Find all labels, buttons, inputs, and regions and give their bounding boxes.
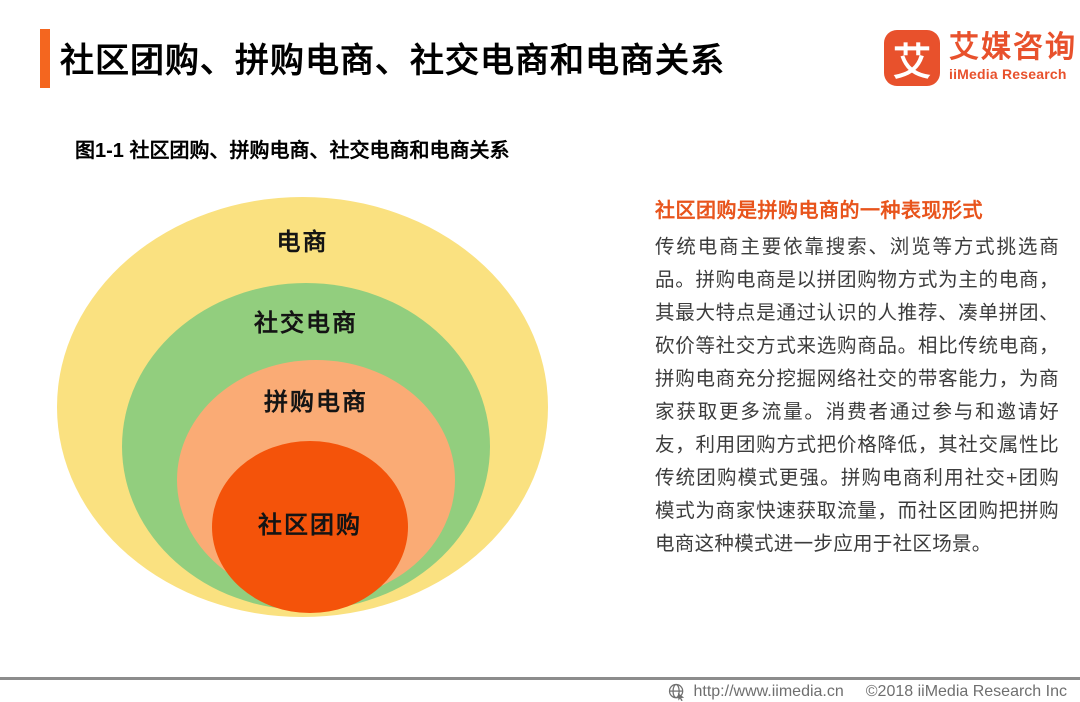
ring-label-ecommerce: 电商 xyxy=(276,229,329,256)
article: 社区团购是拼购电商的一种表现形式 传统电商主要依靠搜索、浏览等方式挑选商品。拼购… xyxy=(655,198,1059,561)
page-title: 社区团购、拼购电商、社交电商和电商关系 xyxy=(60,42,725,80)
ring-label-social-ecommerce: 社交电商 xyxy=(254,310,358,337)
iimedia-logo-icon: 艾 xyxy=(884,30,940,86)
ring-label-community-group-buy: 社区团购 xyxy=(258,512,362,539)
logo-name-en: iiMedia Research xyxy=(949,66,1067,82)
article-body: 传统电商主要依靠搜索、浏览等方式挑选商品。拼购电商是以拼团购物方式为主的电商，其… xyxy=(655,236,1059,555)
title-accent-bar xyxy=(40,29,50,88)
globe-cursor-icon xyxy=(668,683,686,701)
article-heading: 社区团购是拼购电商的一种表现形式 xyxy=(655,200,983,222)
footer-copyright: ©2018 iiMedia Research Inc xyxy=(865,683,1067,700)
iimedia-logo: 艾 艾媒咨询 iiMedia Research xyxy=(884,30,1077,86)
figure-caption: 图1-1 社区团购、拼购电商、社交电商和电商关系 xyxy=(75,140,510,162)
footer-divider xyxy=(0,677,1080,680)
footer: http://www.iimedia.cn ©2018 iiMedia Rese… xyxy=(668,682,1067,702)
ring-community-group-buy xyxy=(212,441,408,613)
footer-url: http://www.iimedia.cn xyxy=(693,683,844,700)
iimedia-logo-text: 艾媒咨询 iiMedia Research xyxy=(949,30,1077,82)
logo-name-cn: 艾媒咨询 xyxy=(949,31,1077,64)
ring-label-group-buy-ecommerce: 拼购电商 xyxy=(264,389,368,416)
